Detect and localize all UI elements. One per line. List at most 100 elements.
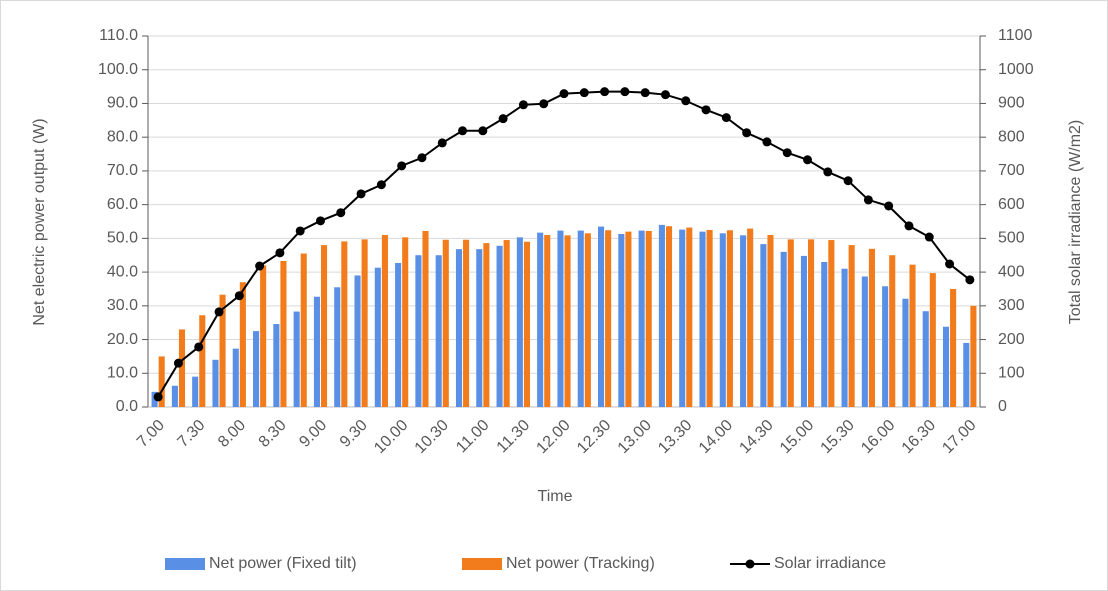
bar [706, 229, 713, 407]
y-axis-title: Net electric power output (W) [31, 118, 48, 325]
line-marker [965, 275, 975, 285]
bar [232, 348, 239, 407]
bar [455, 249, 463, 407]
line-marker [234, 291, 244, 301]
bar [821, 261, 828, 407]
bar [442, 239, 449, 407]
bar [848, 245, 855, 407]
legend-swatch-marker [745, 559, 755, 569]
line-marker [945, 259, 955, 269]
y-tick-label: 20.0 [107, 331, 138, 348]
bar [719, 233, 726, 407]
y2-tick-label: 900 [998, 95, 1025, 112]
bar [564, 235, 571, 407]
bar [658, 224, 665, 407]
bar [787, 239, 794, 407]
bar [726, 230, 733, 407]
bar [942, 326, 950, 407]
y-tick-label: 50.0 [107, 230, 138, 247]
bar [740, 235, 747, 407]
bar [800, 255, 808, 407]
bar [199, 315, 206, 407]
line-marker [762, 137, 772, 147]
bar [293, 311, 300, 407]
bar [679, 229, 686, 407]
bar [334, 287, 341, 407]
y2-tick-label: 800 [998, 128, 1025, 145]
y2-tick-label: 300 [998, 297, 1025, 314]
legend-label: Net power (Fixed tilt) [209, 555, 357, 572]
legend-swatch [165, 558, 205, 570]
bar [929, 273, 936, 407]
bar [523, 241, 531, 407]
bar [760, 244, 767, 407]
bar [313, 296, 320, 407]
legend-swatch [462, 558, 502, 570]
y2-tick-label: 100 [998, 364, 1025, 381]
bar [686, 227, 693, 407]
bar [374, 267, 381, 407]
bar [868, 248, 875, 407]
bar [889, 255, 896, 407]
bar [577, 230, 584, 407]
y-tick-label: 80.0 [107, 128, 138, 145]
bar [300, 253, 307, 407]
bar [882, 286, 889, 407]
line-marker [620, 87, 630, 97]
bar [273, 324, 280, 407]
line-marker [153, 392, 163, 402]
line-marker [559, 89, 569, 99]
bar [341, 241, 348, 407]
y-tick-label: 30.0 [107, 297, 138, 314]
y-tick-label: 0.0 [116, 398, 138, 415]
bar [422, 230, 429, 407]
bar [544, 234, 551, 407]
line-marker [295, 226, 305, 236]
bar [625, 231, 632, 407]
line-marker [803, 155, 813, 165]
bar [808, 239, 815, 407]
bar [381, 234, 388, 407]
line-marker [417, 153, 427, 163]
bar [699, 231, 706, 407]
line-marker [742, 128, 752, 138]
line-marker [721, 113, 731, 123]
line-marker [336, 208, 346, 218]
bar [476, 249, 483, 407]
legend-label: Solar irradiance [774, 555, 886, 572]
y-tick-label: 40.0 [107, 263, 138, 280]
bar [158, 356, 165, 407]
line-marker [214, 307, 224, 317]
bar [618, 233, 625, 407]
y2-tick-label: 400 [998, 263, 1025, 280]
line-marker [376, 180, 386, 190]
bar [597, 226, 605, 407]
line-marker [397, 161, 407, 171]
line-marker [255, 261, 265, 271]
y-tick-label: 100.0 [98, 61, 138, 78]
bar [503, 240, 510, 407]
line-marker [924, 232, 934, 242]
line-marker [884, 201, 894, 211]
bar [463, 239, 470, 407]
bar [253, 331, 260, 407]
bar [584, 233, 591, 407]
bar [909, 264, 916, 407]
line-marker [863, 195, 873, 205]
bar [395, 262, 402, 407]
bar [280, 260, 287, 407]
bar [861, 276, 868, 407]
bar [645, 230, 652, 407]
bar [767, 234, 774, 407]
line-marker [904, 221, 914, 231]
bar [638, 230, 645, 407]
y-tick-label: 60.0 [107, 196, 138, 213]
bar [557, 230, 564, 407]
line-marker [640, 88, 650, 98]
bar [496, 245, 503, 407]
bar [665, 226, 673, 407]
bar [260, 265, 267, 407]
y-tick-label: 10.0 [107, 364, 138, 381]
legend-label: Net power (Tracking) [506, 555, 655, 572]
